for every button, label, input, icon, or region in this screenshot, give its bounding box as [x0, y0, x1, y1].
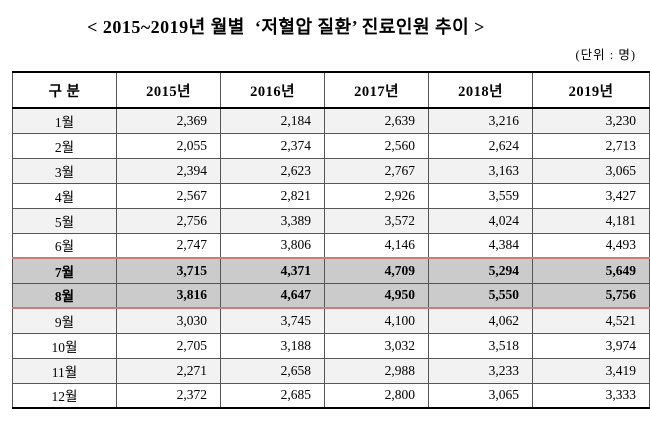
- header-cell-2015: 2015년: [116, 71, 221, 109]
- table-row-feb: 2월 2,055 2,374 2,560 2,624 2,713: [12, 132, 650, 159]
- value-cell: 2,767: [324, 157, 429, 184]
- value-cell: 2,988: [324, 357, 429, 384]
- value-cell: 4,709: [324, 257, 429, 284]
- value-cell: 4,024: [428, 207, 533, 234]
- value-cell: 2,184: [220, 107, 325, 134]
- value-cell: 2,639: [324, 107, 429, 134]
- value-cell: 3,065: [428, 382, 533, 409]
- value-cell: 2,624: [428, 132, 533, 159]
- value-cell: 3,030: [116, 307, 221, 334]
- table-row-aug-highlighted: 8월 3,816 4,647 4,950 5,550 5,756: [12, 282, 650, 309]
- month-cell: 3월: [12, 157, 117, 184]
- table-body: 1월 2,369 2,184 2,639 3,216 3,230 2월 2,05…: [12, 107, 650, 409]
- value-cell: 2,560: [324, 132, 429, 159]
- month-cell: 9월: [12, 307, 117, 334]
- value-cell: 3,806: [220, 232, 325, 259]
- value-cell: 5,649: [532, 257, 650, 284]
- value-cell: 2,372: [116, 382, 221, 409]
- value-cell: 3,188: [220, 332, 325, 359]
- value-cell: 2,705: [116, 332, 221, 359]
- table-row-sep: 9월 3,030 3,745 4,100 4,062 4,521: [12, 307, 650, 334]
- table-row-jan: 1월 2,369 2,184 2,639 3,216 3,230: [12, 107, 650, 134]
- value-cell: 5,756: [532, 282, 650, 309]
- value-cell: 2,926: [324, 182, 429, 209]
- table-row-may: 5월 2,756 3,389 3,572 4,024 4,181: [12, 207, 650, 234]
- month-cell: 10월: [12, 332, 117, 359]
- value-cell: 2,623: [220, 157, 325, 184]
- value-cell: 2,800: [324, 382, 429, 409]
- value-cell: 5,550: [428, 282, 533, 309]
- month-cell: 1월: [12, 107, 117, 134]
- table-header: 구 분 2015년 2016년 2017년 2018년 2019년: [12, 71, 650, 109]
- value-cell: 3,419: [532, 357, 650, 384]
- value-cell: 2,821: [220, 182, 325, 209]
- table-row-oct: 10월 2,705 3,188 3,032 3,518 3,974: [12, 332, 650, 359]
- value-cell: 4,181: [532, 207, 650, 234]
- value-cell: 2,756: [116, 207, 221, 234]
- value-cell: 3,572: [324, 207, 429, 234]
- value-cell: 2,369: [116, 107, 221, 134]
- header-cell-2018: 2018년: [428, 71, 533, 109]
- month-cell: 11월: [12, 357, 117, 384]
- month-cell: 2월: [12, 132, 117, 159]
- value-cell: 3,715: [116, 257, 221, 284]
- value-cell: 3,427: [532, 182, 650, 209]
- value-cell: 4,521: [532, 307, 650, 334]
- value-cell: 3,065: [532, 157, 650, 184]
- month-cell: 7월: [12, 257, 117, 284]
- value-cell: 3,230: [532, 107, 650, 134]
- value-cell: 4,100: [324, 307, 429, 334]
- unit-label: (단위 : 명): [575, 48, 636, 62]
- value-cell: 2,394: [116, 157, 221, 184]
- value-cell: 3,032: [324, 332, 429, 359]
- value-cell: 3,216: [428, 107, 533, 134]
- header-cell-category: 구 분: [12, 71, 117, 109]
- value-cell: 4,493: [532, 232, 650, 259]
- value-cell: 4,647: [220, 282, 325, 309]
- value-cell: 2,658: [220, 357, 325, 384]
- value-cell: 4,371: [220, 257, 325, 284]
- value-cell: 3,745: [220, 307, 325, 334]
- value-cell: 2,055: [116, 132, 221, 159]
- month-cell: 8월: [12, 282, 117, 309]
- value-cell: 3,233: [428, 357, 533, 384]
- value-cell: 4,950: [324, 282, 429, 309]
- table-row-jun: 6월 2,747 3,806 4,146 4,384 4,493: [12, 232, 650, 259]
- value-cell: 2,374: [220, 132, 325, 159]
- monthly-patients-table: 구 분 2015년 2016년 2017년 2018년 2019년 1월 2,3…: [12, 71, 650, 409]
- value-cell: 3,816: [116, 282, 221, 309]
- value-cell: 3,389: [220, 207, 325, 234]
- value-cell: 3,559: [428, 182, 533, 209]
- table-row-nov: 11월 2,271 2,658 2,988 3,233 3,419: [12, 357, 650, 384]
- table-row-apr: 4월 2,567 2,821 2,926 3,559 3,427: [12, 182, 650, 209]
- value-cell: 2,747: [116, 232, 221, 259]
- month-cell: 4월: [12, 182, 117, 209]
- header-row: 구 분 2015년 2016년 2017년 2018년 2019년: [12, 71, 650, 109]
- value-cell: 5,294: [428, 257, 533, 284]
- header-cell-2017: 2017년: [324, 71, 429, 109]
- value-cell: 4,146: [324, 232, 429, 259]
- month-cell: 6월: [12, 232, 117, 259]
- value-cell: 3,333: [532, 382, 650, 409]
- month-cell: 12월: [12, 382, 117, 409]
- value-cell: 2,685: [220, 382, 325, 409]
- table-row-dec: 12월 2,372 2,685 2,800 3,065 3,333: [12, 382, 650, 409]
- value-cell: 3,974: [532, 332, 650, 359]
- value-cell: 3,163: [428, 157, 533, 184]
- table-row-jul-highlighted: 7월 3,715 4,371 4,709 5,294 5,649: [12, 257, 650, 284]
- value-cell: 2,567: [116, 182, 221, 209]
- value-cell: 3,518: [428, 332, 533, 359]
- table-row-mar: 3월 2,394 2,623 2,767 3,163 3,065: [12, 157, 650, 184]
- value-cell: 2,271: [116, 357, 221, 384]
- page-title: < 2015~2019년 월별 ‘저혈압 질환’ 진료인원 추이 >: [87, 17, 485, 37]
- value-cell: 4,384: [428, 232, 533, 259]
- value-cell: 4,062: [428, 307, 533, 334]
- header-cell-2019: 2019년: [532, 71, 650, 109]
- value-cell: 2,713: [532, 132, 650, 159]
- header-cell-2016: 2016년: [220, 71, 325, 109]
- month-cell: 5월: [12, 207, 117, 234]
